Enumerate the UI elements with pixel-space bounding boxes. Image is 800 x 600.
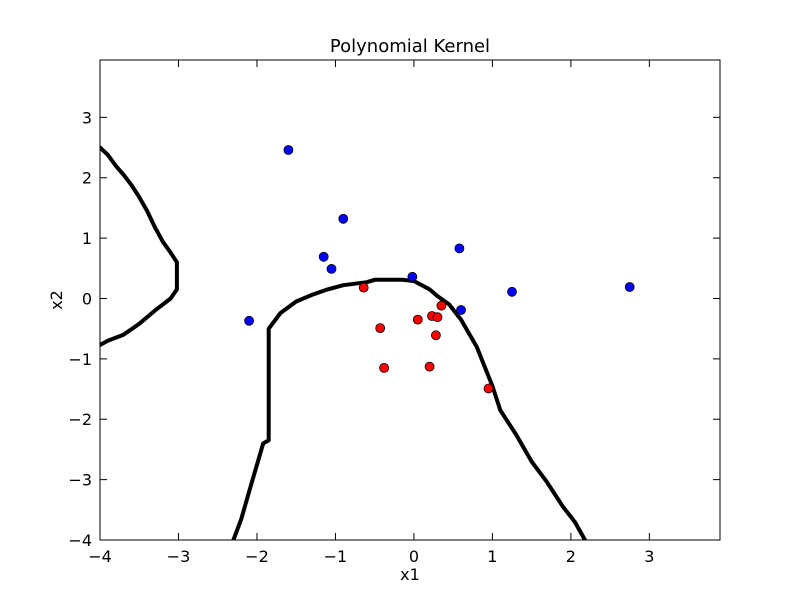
data-point-s1-4 — [432, 312, 443, 323]
y-tick-label-1: −3 — [68, 471, 92, 490]
data-point-s0-7 — [456, 305, 466, 315]
x-tick-label-7: 3 — [644, 547, 654, 566]
x-tick-label-3: −1 — [324, 547, 348, 566]
decision-boundaries — [100, 145, 587, 540]
y-tick-label-2: −2 — [68, 410, 92, 429]
y-tick-label-7: 3 — [82, 108, 92, 127]
x-tick-label-5: 1 — [487, 547, 497, 566]
data-point-s1-1 — [375, 323, 386, 334]
x-tick-label-4: 0 — [409, 547, 419, 566]
data-point-s1-2 — [412, 314, 423, 325]
data-point-s0-1 — [338, 213, 349, 224]
data-point-s1-8 — [424, 361, 435, 372]
y-tick-label-4: 0 — [82, 289, 92, 308]
data-point-s1-7 — [379, 362, 390, 373]
data-point-s0-4 — [244, 315, 255, 326]
x-tick-label-0: −4 — [88, 547, 112, 566]
decision-boundary-1 — [231, 277, 587, 540]
data-point-s0-6 — [454, 243, 465, 254]
chart-title: Polynomial Kernel — [330, 36, 490, 57]
data-point-s1-9 — [483, 383, 494, 394]
data-point-s0-8 — [507, 286, 517, 297]
data-point-s1-0 — [358, 282, 369, 293]
x-tick-label-2: −2 — [245, 547, 269, 566]
data-point-s0-2 — [318, 251, 329, 262]
data-point-s0-0 — [283, 145, 294, 155]
y-axis-label: x2 — [47, 290, 66, 310]
y-tick-label-6: 2 — [82, 169, 92, 188]
data-point-s0-3 — [326, 263, 337, 274]
y-tick-label-5: 1 — [82, 229, 92, 248]
x-axis-label: x1 — [400, 565, 420, 584]
data-point-s1-5 — [436, 300, 447, 311]
data-point-s0-5 — [407, 271, 418, 282]
x-tick-label-1: −3 — [167, 547, 191, 566]
x-tick-label-6: 2 — [566, 547, 576, 566]
y-tick-label-0: −4 — [68, 531, 92, 550]
data-points — [244, 145, 635, 394]
y-tick-label-3: −1 — [68, 350, 92, 369]
decision-boundary-0 — [100, 145, 179, 347]
data-point-s0-9 — [624, 282, 635, 292]
data-point-s1-6 — [430, 330, 441, 341]
plot-frame — [99, 59, 721, 541]
